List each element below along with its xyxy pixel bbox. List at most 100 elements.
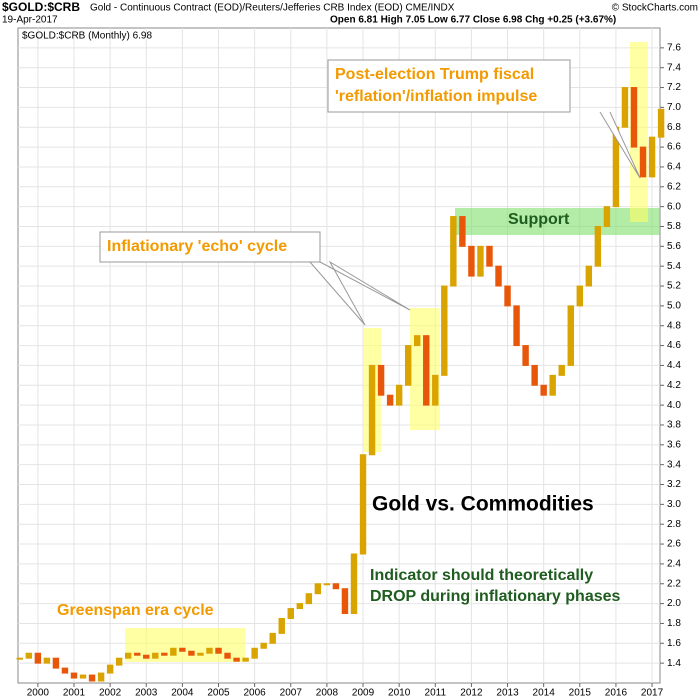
x-tick-label: 2015	[569, 688, 592, 699]
y-tick-label: 7.0	[667, 102, 681, 113]
candle	[43, 657, 51, 664]
y-tick-label: 2.4	[667, 559, 681, 570]
candle	[531, 364, 538, 386]
candle	[558, 364, 565, 376]
candle	[197, 652, 204, 656]
x-tick-label: 2007	[280, 688, 303, 699]
candle	[386, 394, 394, 406]
y-tick-label: 4.0	[667, 400, 681, 411]
candle	[179, 647, 186, 652]
candle	[350, 553, 358, 615]
candle	[305, 593, 313, 605]
x-tick-label: 2002	[99, 688, 122, 699]
candle	[441, 285, 448, 376]
y-tick-label: 2.0	[667, 598, 681, 609]
candle	[377, 364, 385, 396]
legend: $GOLD:$CRB (Monthly) 6.98	[22, 31, 152, 42]
callout-box	[99, 231, 321, 263]
x-tick-label: 2014	[533, 688, 556, 699]
candle	[188, 650, 195, 656]
candle	[513, 305, 520, 347]
candle	[170, 647, 177, 656]
candle	[260, 642, 267, 649]
y-tick-label: 5.0	[667, 301, 681, 312]
candle	[143, 654, 150, 659]
candle	[25, 652, 33, 659]
candle	[432, 374, 439, 406]
candle	[233, 657, 240, 662]
callout-pointer	[309, 260, 411, 326]
support-band	[455, 208, 660, 235]
chart-title: $GOLD:$CRB	[2, 0, 80, 14]
candle	[215, 647, 222, 654]
y-tick-label: 5.6	[667, 241, 681, 252]
y-tick-label: 4.8	[667, 320, 681, 331]
candle	[630, 87, 638, 148]
y-tick-label: 4.2	[667, 380, 681, 391]
candle	[648, 136, 656, 178]
y-tick-label: 2.8	[667, 519, 681, 530]
y-tick-label: 6.2	[667, 181, 681, 192]
candle	[251, 647, 258, 659]
candle	[278, 617, 285, 634]
y-tick-label: 6.8	[667, 122, 681, 133]
candle	[368, 364, 376, 456]
x-tick-label: 2009	[352, 688, 375, 699]
y-tick-label: 7.4	[667, 62, 681, 73]
date: 19-Apr-2017	[2, 15, 58, 26]
candle	[404, 345, 412, 386]
candle	[459, 216, 466, 247]
candle	[134, 652, 141, 656]
candle	[161, 652, 168, 656]
y-tick-label: 3.4	[667, 459, 681, 470]
y-tick-label: 5.4	[667, 261, 681, 272]
candle	[152, 652, 159, 659]
candle	[549, 374, 556, 396]
annotation: 'reflation'/inflation impulse	[335, 88, 537, 105]
y-tick-label: 3.2	[667, 479, 681, 490]
candle	[269, 632, 276, 644]
annotation: Greenspan era cycle	[57, 602, 214, 619]
x-tick-label: 2008	[316, 688, 339, 699]
candle	[504, 285, 511, 307]
x-tick-label: 2003	[135, 688, 158, 699]
annotation: Post-election Trump fiscal	[335, 66, 534, 83]
y-tick-label: 6.4	[667, 162, 681, 173]
candle	[594, 225, 602, 267]
candle	[106, 664, 114, 674]
candle	[332, 583, 340, 590]
quote: Open 6.81 High 7.05 Low 6.77 Close 6.98 …	[330, 15, 616, 26]
y-tick-label: 3.8	[667, 420, 681, 431]
y-tick-label: 4.4	[667, 360, 681, 371]
x-tick-label: 2001	[63, 688, 86, 699]
candle	[395, 384, 403, 406]
y-tick-label: 1.4	[667, 658, 681, 669]
callout-box	[327, 59, 571, 113]
y-tick-label: 3.6	[667, 439, 681, 450]
y-tick-label: 4.6	[667, 340, 681, 351]
candle	[97, 672, 105, 682]
x-tick-label: 2017	[641, 688, 664, 699]
y-tick-label: 7.2	[667, 82, 681, 93]
y-tick-label: 5.8	[667, 221, 681, 232]
y-tick-label: 7.6	[667, 42, 681, 53]
x-tick-label: 2011	[425, 688, 447, 699]
y-tick-label: 6.0	[667, 201, 681, 212]
callout-pointer	[599, 111, 641, 179]
candle	[359, 454, 367, 555]
candle	[88, 674, 96, 682]
candle	[450, 216, 457, 287]
y-tick-label: 5.2	[667, 281, 681, 292]
candle	[70, 672, 78, 679]
candle	[79, 674, 87, 679]
x-tick-label: 2016	[605, 688, 628, 699]
candle	[576, 285, 584, 307]
candle	[567, 305, 574, 366]
candle	[657, 108, 665, 138]
candle	[423, 335, 430, 406]
candle	[206, 647, 213, 654]
y-tick-label: 1.8	[667, 618, 681, 629]
candle	[124, 652, 132, 659]
candles	[16, 87, 665, 682]
